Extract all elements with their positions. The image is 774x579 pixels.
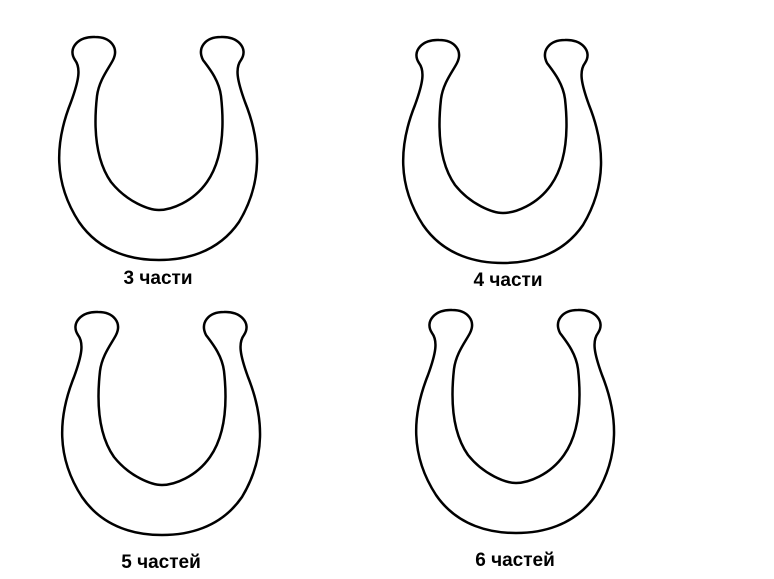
horseshoe-icon xyxy=(397,35,607,265)
horseshoe-icon-svg xyxy=(58,35,259,262)
horseshoe-icon-svg xyxy=(61,310,262,537)
horseshoe-label-3: 5 частей xyxy=(121,552,201,573)
horseshoe-label-4: 6 частей xyxy=(475,550,555,571)
horseshoe-icon xyxy=(53,32,263,262)
horseshoe-label-2: 4 части xyxy=(473,270,543,291)
horseshoe-icon-svg xyxy=(415,308,616,535)
horseshoe-icon xyxy=(56,307,266,537)
horseshoe-icon xyxy=(410,305,620,535)
horseshoe-icon-svg xyxy=(402,38,603,265)
horseshoe-label-1: 3 части xyxy=(123,268,193,289)
